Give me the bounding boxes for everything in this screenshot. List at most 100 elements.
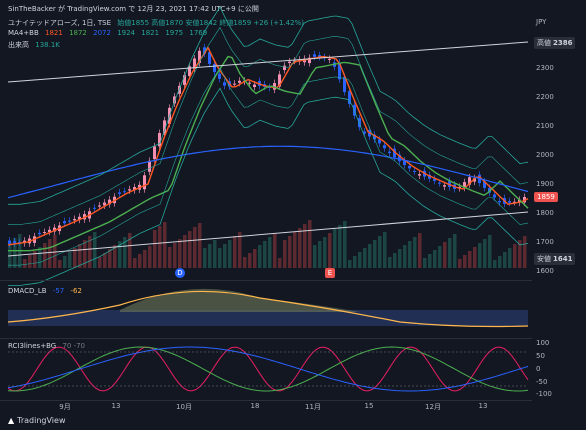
candle-body (158, 132, 161, 147)
candle-body (523, 196, 526, 203)
volume-bar (338, 225, 342, 268)
dividend-marker[interactable]: D (175, 268, 185, 278)
candle-body (443, 185, 446, 187)
candle-body (48, 229, 51, 232)
candle-body (438, 182, 441, 184)
candle-body (288, 61, 291, 64)
rci-legend[interactable]: RCI3lines+BG 70 -70 (8, 342, 89, 350)
volume-bar (448, 238, 452, 268)
volume-bar (243, 257, 247, 268)
volume-bar (83, 240, 87, 268)
volume-bar (333, 229, 337, 268)
candle-body (153, 146, 156, 160)
macd-legend[interactable]: DMACD_LB -57 -62 (8, 287, 86, 295)
macd-positive-area (120, 288, 360, 312)
candle-body (508, 201, 511, 203)
candle-body (193, 58, 196, 69)
rci-short-line (7, 346, 529, 392)
candle-body (363, 131, 366, 134)
price-tick: 2000 (536, 151, 554, 159)
date-label: 15 (364, 402, 374, 410)
ma-value-1: 1821 (45, 29, 63, 37)
candle-body (233, 83, 236, 85)
candle-body (143, 175, 146, 190)
volume-bar (173, 243, 177, 268)
candle-body (163, 120, 166, 135)
price-axis[interactable]: JPY 高値 2386 2300 2200 2100 2000 1900 1859… (532, 0, 586, 430)
candle-body (178, 85, 181, 94)
candle-body (343, 76, 346, 92)
volume-bar (213, 240, 217, 268)
date-label: 13 (111, 402, 121, 410)
volume-bar (383, 232, 387, 268)
volume-bar (358, 252, 362, 268)
volume-bar (328, 233, 332, 268)
volume-bar (248, 253, 252, 268)
volume-bar (58, 260, 62, 268)
candle-body (198, 50, 201, 63)
price-tick: 1800 (536, 209, 554, 217)
volume-bar (238, 232, 242, 268)
volume-bar (343, 221, 347, 268)
brand-footer[interactable]: ▲ TradingView (8, 416, 66, 425)
volume-bar (373, 240, 377, 268)
volume-bar (398, 249, 402, 268)
volume-bar (473, 247, 477, 268)
volume-bar (298, 228, 302, 268)
volume-bar (423, 258, 427, 268)
ma-value-2: 1872 (69, 29, 87, 37)
bb-upper-line (8, 6, 529, 205)
volume-bar (508, 248, 512, 268)
low-value: 1641 (553, 255, 573, 263)
pane-separator[interactable] (0, 338, 532, 339)
candle-body (468, 177, 471, 185)
volume-legend[interactable]: 出来高 138.1K (8, 40, 64, 50)
volume-bar (233, 236, 237, 268)
price-tick: 2200 (536, 93, 554, 101)
candle-body (393, 148, 396, 158)
candle-body (108, 199, 111, 205)
high-price-tag: 高値 2386 (534, 37, 576, 49)
rci-tick: 100 (536, 339, 550, 347)
volume-bar (313, 245, 317, 268)
candle-body (183, 75, 186, 85)
price-tick: 2100 (536, 122, 554, 130)
symbol-name[interactable]: ユナイテッドアローズ, 1日, TSE (8, 19, 112, 27)
pane-separator[interactable] (0, 400, 532, 401)
volume-bar (118, 241, 122, 268)
candle-body (418, 174, 421, 176)
pane-separator[interactable] (0, 280, 532, 281)
candle-body (103, 202, 106, 206)
candle-body (238, 80, 241, 83)
price-tick: 2300 (536, 64, 554, 72)
volume-bar (278, 258, 282, 268)
candle-body (283, 65, 286, 71)
candle-body (398, 154, 401, 162)
volume-bar (73, 248, 77, 268)
candle-body (273, 83, 276, 90)
candle-body (13, 241, 16, 244)
volume-bar (98, 257, 102, 268)
upper-trendline[interactable] (7, 41, 529, 83)
volume-bar (63, 256, 67, 268)
candle-body (428, 174, 431, 179)
earnings-marker[interactable]: E (325, 268, 335, 278)
volume-bar (458, 259, 462, 268)
volume-bar (43, 243, 47, 268)
volume-bar (208, 244, 212, 268)
volume-bar (188, 231, 192, 268)
date-label: 18 (250, 402, 260, 410)
volume-bar (93, 232, 97, 268)
ohlc-values: 始値1855 高値1870 安値1842 終値1859 +26 (+1.42%) (117, 19, 304, 27)
lower-trendline[interactable] (7, 211, 529, 257)
macd-value-2: -62 (70, 287, 82, 295)
ma-legend[interactable]: MA4+BB 1821 1872 2072 1924 1821 1975 176… (8, 29, 211, 37)
volume-bar (258, 245, 262, 268)
currency-label: JPY (536, 18, 547, 26)
volume-bar (103, 253, 107, 268)
volume-bar (178, 239, 182, 268)
rci-tick: -100 (536, 390, 552, 398)
volume-bar (88, 236, 92, 268)
